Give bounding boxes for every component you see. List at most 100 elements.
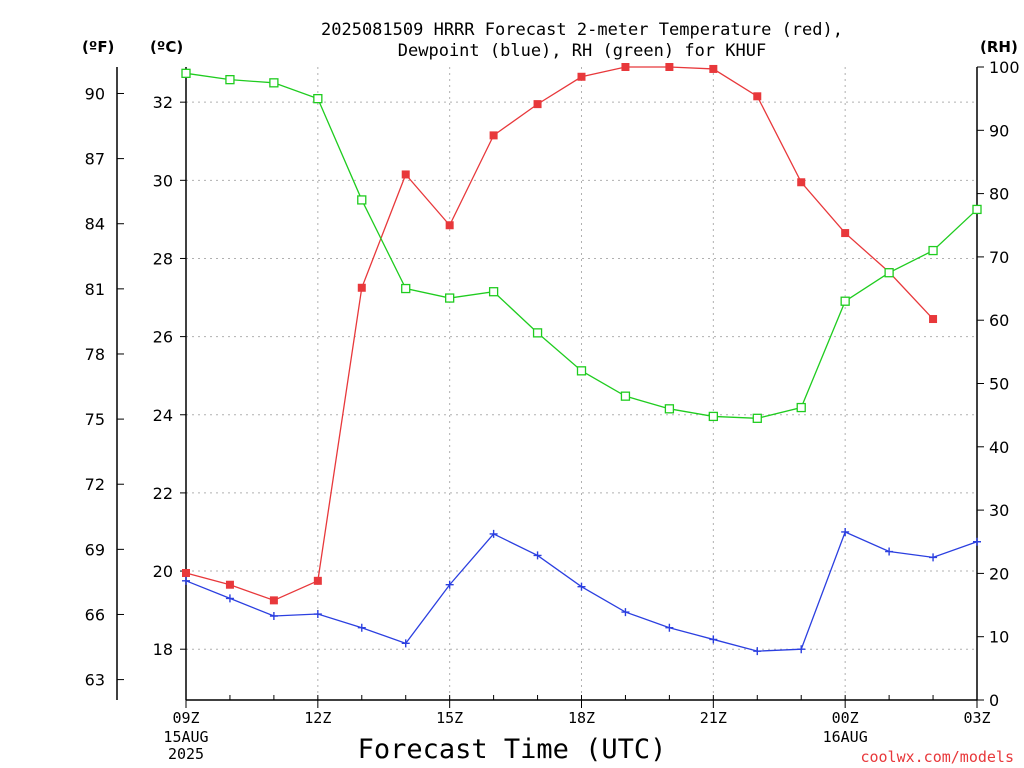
fahrenheit-tick-label: 81: [85, 280, 105, 299]
celsius-tick-label: 32: [153, 93, 173, 112]
dewpoint-point: [929, 553, 938, 562]
dewpoint-point: [225, 594, 234, 603]
rh-point: [840, 296, 850, 306]
x-tick-label: 12Z: [304, 709, 331, 727]
dewpoint-point: [753, 647, 762, 656]
fahrenheit-tick-label: 87: [85, 150, 105, 169]
fahrenheit-tick-label: 75: [85, 410, 105, 429]
rh-point: [225, 75, 235, 85]
rh-point: [620, 391, 631, 401]
celsius-tick-label: 22: [153, 484, 173, 503]
celsius-unit-label: (ºC): [150, 38, 183, 56]
temperature-point: [269, 596, 278, 605]
dewpoint-point: [841, 527, 850, 536]
rh-series: [181, 68, 982, 423]
rh-point: [313, 94, 323, 104]
dewpoint-point: [313, 610, 322, 619]
x-tick-label: 03Z: [963, 709, 990, 727]
temperature-point: [753, 92, 762, 101]
fahrenheit-tick-label: 84: [85, 215, 105, 234]
temperature-series: [182, 63, 938, 605]
celsius-tick-label: 18: [153, 640, 173, 659]
temperature-point: [621, 63, 630, 71]
rh-point: [664, 404, 675, 414]
dewpoint-point: [797, 645, 806, 654]
rh-point: [928, 245, 938, 256]
rh-tick-label: 30: [989, 501, 1009, 520]
x-tick-sublabel: 16AUG: [823, 728, 868, 746]
rh-tick-label: 0: [989, 691, 999, 710]
dewpoint-point: [489, 529, 498, 538]
temperature-point: [489, 131, 498, 140]
x-axis-title: Forecast Time (UTC): [358, 734, 667, 765]
rh-point: [357, 195, 367, 205]
dewpoint-point: [665, 623, 674, 632]
rh-point: [532, 328, 543, 338]
rh-point: [488, 287, 499, 297]
rh-point: [269, 78, 279, 88]
x-tick-sublabel: 2025: [168, 745, 204, 763]
rh-unit-label: (RH): [980, 38, 1018, 56]
celsius-tick-label: 26: [153, 328, 173, 347]
fahrenheit-tick-label: 72: [85, 475, 105, 494]
dewpoint-series: [182, 527, 981, 656]
temperature-point: [841, 229, 850, 238]
rh-tick-label: 10: [989, 628, 1009, 647]
dewpoint-point: [577, 582, 586, 591]
rh-point: [445, 293, 455, 303]
celsius-tick-label: 20: [153, 562, 173, 581]
temperature-point: [182, 569, 190, 578]
rh-tick-label: 40: [989, 438, 1009, 457]
series-layer: [181, 63, 982, 656]
celsius-tick-label: 28: [153, 249, 173, 268]
temperature-point: [797, 178, 806, 187]
dewpoint-point: [182, 576, 190, 585]
rh-tick-label: 60: [989, 311, 1009, 330]
rh-point: [401, 283, 411, 294]
x-tick-label: 09Z: [172, 709, 199, 727]
temperature-line: [185, 66, 934, 602]
dewpoint-point: [709, 635, 718, 644]
temperature-point: [401, 170, 410, 179]
grid-layer: [186, 67, 977, 700]
x-tick-label: 00Z: [832, 709, 859, 727]
fahrenheit-tick-label: 90: [85, 84, 105, 103]
dewpoint-point: [357, 623, 366, 632]
x-tick-label: 18Z: [568, 709, 595, 727]
rh-tick-label: 70: [989, 248, 1009, 267]
dewpoint-point: [621, 608, 630, 617]
temperature-point: [665, 63, 674, 71]
temperature-point: [313, 576, 322, 585]
rh-point: [181, 68, 191, 78]
celsius-tick-label: 24: [153, 406, 173, 425]
temperature-point: [445, 221, 454, 230]
fahrenheit-tick-label: 78: [85, 345, 105, 364]
temperature-point: [709, 64, 718, 73]
rh-point: [796, 402, 806, 413]
dewpoint-point: [269, 611, 278, 620]
dewpoint-line: [185, 531, 978, 652]
temperature-point: [577, 72, 586, 81]
temperature-point: [533, 100, 542, 109]
rh-point: [972, 204, 982, 215]
fahrenheit-tick-label: 63: [85, 671, 105, 690]
rh-tick-label: 90: [989, 121, 1009, 140]
rh-point: [884, 268, 894, 278]
x-tick-label: 15Z: [436, 709, 463, 727]
temperature-point: [929, 315, 938, 324]
temperature-point: [357, 283, 366, 292]
dewpoint-point: [533, 551, 542, 560]
rh-point: [752, 413, 762, 423]
chart-title-line-1: 2025081509 HRRR Forecast 2-meter Tempera…: [321, 20, 843, 40]
rh-point: [576, 366, 587, 376]
temperature-point: [225, 580, 234, 589]
rh-tick-label: 50: [989, 375, 1009, 394]
dewpoint-point: [445, 580, 454, 589]
fahrenheit-unit-label: (ºF): [82, 38, 114, 56]
dewpoint-point: [401, 639, 410, 648]
fahrenheit-tick-label: 69: [85, 540, 105, 559]
watermark: coolwx.com/models: [860, 748, 1014, 766]
x-tick-sublabel: 15AUG: [163, 728, 208, 746]
